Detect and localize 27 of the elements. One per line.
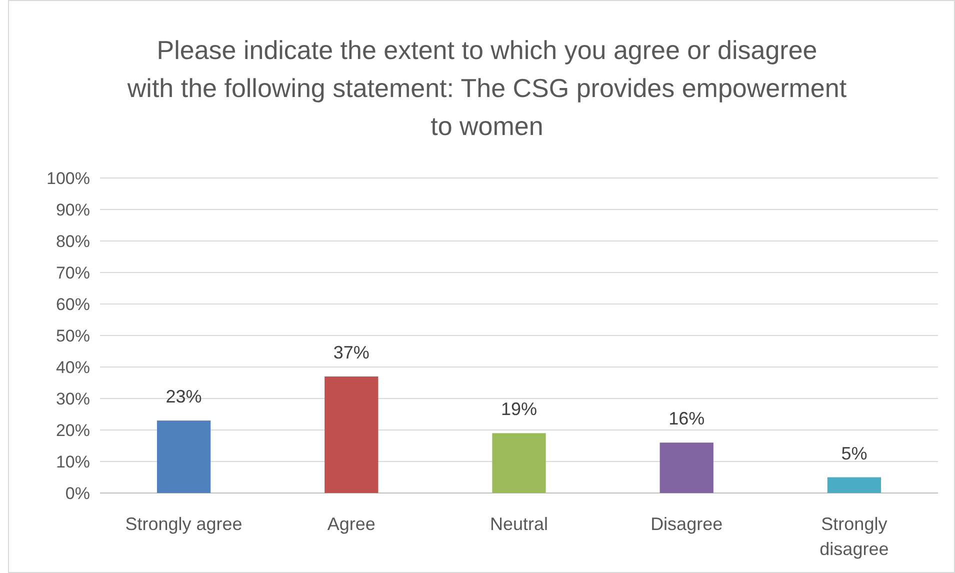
bar	[324, 376, 378, 493]
y-tick-label: 80%	[56, 232, 90, 251]
bar	[660, 442, 714, 493]
y-tick-label: 0%	[65, 484, 90, 503]
data-label: 19%	[500, 399, 538, 420]
y-tick-label: 60%	[56, 294, 90, 314]
y-tick-label: 10%	[56, 452, 90, 472]
data-label: 16%	[668, 408, 705, 429]
y-tick-label: 50%	[56, 326, 90, 346]
bar	[827, 477, 882, 493]
y-tick-label: 20%	[56, 420, 90, 440]
chart-title: Please indicate the extent to which you agree or disagree with the following statement: The CSG provides empowerment to women	[126, 35, 848, 141]
x-tick-label: Strongly agree	[125, 514, 242, 534]
x-tick-label: Disagree	[650, 514, 723, 534]
y-tick-label: 100%	[46, 168, 90, 188]
y-tick-label: 70%	[56, 263, 90, 282]
x-tick-label: Strongly disagree	[820, 514, 889, 559]
bar	[492, 433, 546, 493]
y-tick-label: 40%	[56, 358, 90, 377]
y-tick-label: 30%	[56, 389, 90, 408]
y-tick-label: 90%	[56, 200, 90, 220]
data-label: 23%	[166, 386, 202, 407]
x-tick-label: Agree	[327, 514, 376, 534]
data-label: 37%	[333, 342, 370, 362]
data-label: 5%	[841, 443, 868, 464]
x-tick-label: Neutral	[490, 514, 548, 534]
bar	[156, 420, 211, 493]
